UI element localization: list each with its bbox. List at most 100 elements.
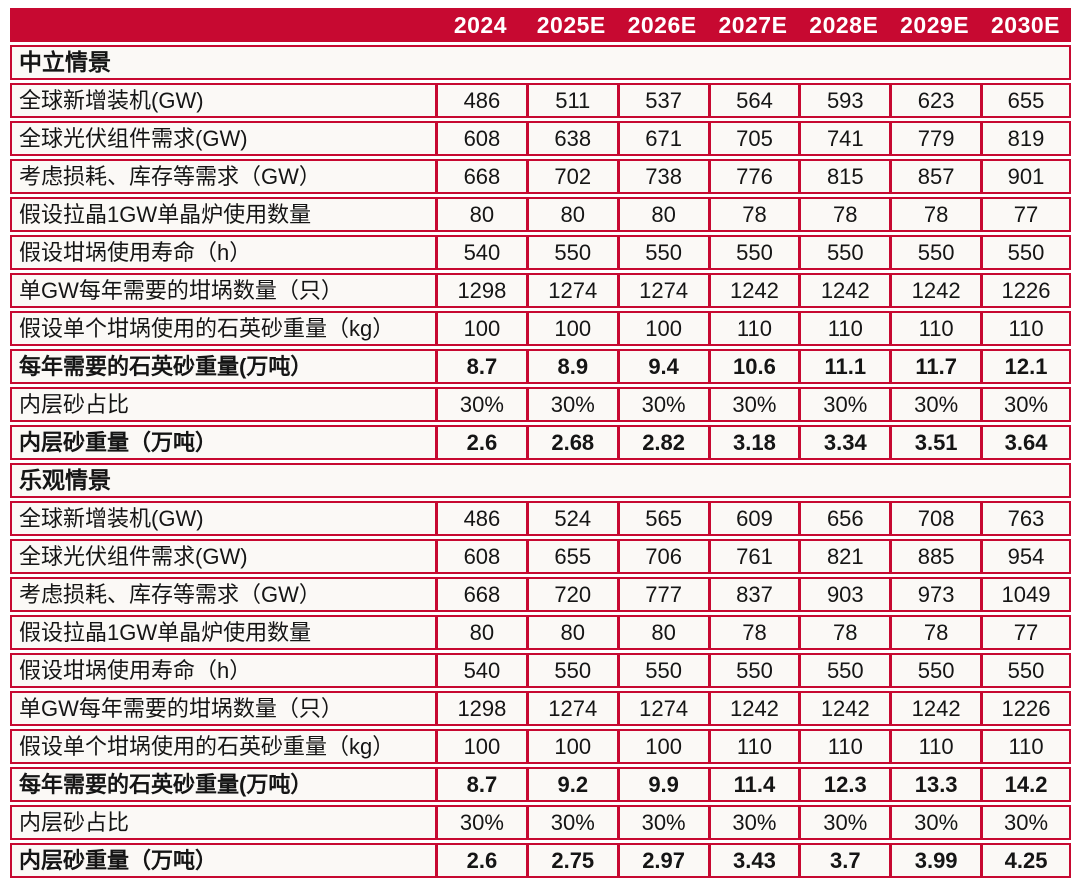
value-cell: 12.1 bbox=[980, 349, 1071, 384]
year-column-header: 2024 bbox=[435, 8, 526, 42]
value-cell: 30% bbox=[525, 805, 617, 840]
value-cell: 550 bbox=[707, 235, 799, 270]
value-cell: 2.82 bbox=[616, 425, 708, 460]
value-cell: 12.3 bbox=[798, 767, 890, 802]
table-body: 中立情景 全球新增装机(GW) 486 511 537 564 593 623 655 全球光伏组… bbox=[10, 45, 1071, 878]
table-row: 全球新增装机(GW) 486 511 537 564 593 623 655 bbox=[10, 83, 1071, 118]
value-cell: 78 bbox=[707, 197, 799, 232]
value-cell: 702 bbox=[525, 159, 617, 194]
value-cell: 3.64 bbox=[980, 425, 1071, 460]
row-label-cell: 全球光伏组件需求(GW) bbox=[10, 539, 435, 574]
value-cell: 819 bbox=[980, 121, 1071, 156]
value-cell: 837 bbox=[707, 577, 799, 612]
value-cell: 8.7 bbox=[435, 349, 526, 384]
value-cell: 486 bbox=[435, 83, 526, 118]
table-row: 每年需要的石英砂重量(万吨） 8.7 9.2 9.9 11.4 12.3 13.3 14.2 bbox=[10, 767, 1071, 802]
value-cell: 1242 bbox=[798, 273, 890, 308]
row-label-cell: 考虑损耗、库存等需求（GW） bbox=[10, 577, 435, 612]
value-cell: 608 bbox=[435, 121, 526, 156]
table-row: 内层砂占比 30% 30% 30% 30% 30% 30% 30% bbox=[10, 387, 1071, 422]
value-cell: 550 bbox=[980, 653, 1071, 688]
value-cell: 668 bbox=[435, 159, 526, 194]
quartz-sand-demand-table: 2024 2025E 2026E 2027E 2028E 2029E 2030E 中立情景全… bbox=[10, 5, 1071, 881]
row-label-cell: 假设单个坩埚使用的石英砂重量（kg） bbox=[10, 311, 435, 346]
value-cell: 2.6 bbox=[435, 425, 526, 460]
value-cell: 550 bbox=[980, 235, 1071, 270]
table-row: 假设坩埚使用寿命（h） 540 550 550 550 550 550 550 bbox=[10, 235, 1071, 270]
value-cell: 885 bbox=[889, 539, 981, 574]
value-cell: 100 bbox=[435, 311, 526, 346]
value-cell: 8.9 bbox=[525, 349, 617, 384]
value-cell: 78 bbox=[798, 197, 890, 232]
value-cell: 738 bbox=[616, 159, 708, 194]
value-cell: 110 bbox=[798, 311, 890, 346]
header-corner-cell bbox=[10, 8, 435, 42]
value-cell: 3.43 bbox=[707, 843, 799, 878]
value-cell: 708 bbox=[889, 501, 981, 536]
value-cell: 8.7 bbox=[435, 767, 526, 802]
value-cell: 1242 bbox=[707, 691, 799, 726]
value-cell: 100 bbox=[525, 311, 617, 346]
value-cell: 2.6 bbox=[435, 843, 526, 878]
value-cell: 1226 bbox=[980, 691, 1071, 726]
value-cell: 741 bbox=[798, 121, 890, 156]
value-cell: 100 bbox=[616, 729, 708, 764]
value-cell: 30% bbox=[525, 387, 617, 422]
value-cell: 30% bbox=[616, 805, 708, 840]
table-row: 全球光伏组件需求(GW) 608 638 671 705 741 779 819 bbox=[10, 121, 1071, 156]
table-row: 全球光伏组件需求(GW) 608 655 706 761 821 885 954 bbox=[10, 539, 1071, 574]
value-cell: 1298 bbox=[435, 691, 526, 726]
value-cell: 80 bbox=[525, 615, 617, 650]
value-cell: 78 bbox=[889, 197, 981, 232]
value-cell: 593 bbox=[798, 83, 890, 118]
value-cell: 10.6 bbox=[707, 349, 799, 384]
value-cell: 565 bbox=[616, 501, 708, 536]
value-cell: 3.18 bbox=[707, 425, 799, 460]
value-cell: 30% bbox=[435, 387, 526, 422]
section-title: 中立情景 bbox=[10, 45, 1071, 80]
value-cell: 13.3 bbox=[889, 767, 981, 802]
value-cell: 550 bbox=[798, 235, 890, 270]
table-row: 考虑损耗、库存等需求（GW） 668 720 777 837 903 973 1049 bbox=[10, 577, 1071, 612]
year-column-header: 2029E bbox=[889, 8, 981, 42]
row-label-cell: 全球新增装机(GW) bbox=[10, 501, 435, 536]
value-cell: 11.1 bbox=[798, 349, 890, 384]
value-cell: 511 bbox=[525, 83, 617, 118]
value-cell: 1298 bbox=[435, 273, 526, 308]
value-cell: 3.99 bbox=[889, 843, 981, 878]
value-cell: 540 bbox=[435, 235, 526, 270]
value-cell: 3.34 bbox=[798, 425, 890, 460]
value-cell: 656 bbox=[798, 501, 890, 536]
value-cell: 776 bbox=[707, 159, 799, 194]
value-cell: 1242 bbox=[707, 273, 799, 308]
value-cell: 80 bbox=[616, 197, 708, 232]
value-cell: 1242 bbox=[889, 273, 981, 308]
value-cell: 110 bbox=[798, 729, 890, 764]
value-cell: 78 bbox=[889, 615, 981, 650]
value-cell: 705 bbox=[707, 121, 799, 156]
year-column-header: 2028E bbox=[798, 8, 890, 42]
year-column-header: 2027E bbox=[707, 8, 799, 42]
row-label-cell: 单GW每年需要的坩埚数量（只） bbox=[10, 273, 435, 308]
value-cell: 763 bbox=[980, 501, 1071, 536]
value-cell: 973 bbox=[889, 577, 981, 612]
row-label-cell: 内层砂重量（万吨） bbox=[10, 425, 435, 460]
table-row: 每年需要的石英砂重量(万吨） 8.7 8.9 9.4 10.6 11.1 11.7 12.1 bbox=[10, 349, 1071, 384]
value-cell: 638 bbox=[525, 121, 617, 156]
value-cell: 30% bbox=[889, 805, 981, 840]
value-cell: 110 bbox=[889, 311, 981, 346]
value-cell: 9.9 bbox=[616, 767, 708, 802]
value-cell: 608 bbox=[435, 539, 526, 574]
value-cell: 77 bbox=[980, 197, 1071, 232]
value-cell: 1049 bbox=[980, 577, 1071, 612]
value-cell: 30% bbox=[707, 805, 799, 840]
value-cell: 857 bbox=[889, 159, 981, 194]
value-cell: 14.2 bbox=[980, 767, 1071, 802]
value-cell: 550 bbox=[889, 653, 981, 688]
value-cell: 30% bbox=[889, 387, 981, 422]
value-cell: 2.97 bbox=[616, 843, 708, 878]
value-cell: 100 bbox=[435, 729, 526, 764]
section-title-row: 乐观情景 bbox=[10, 463, 1071, 498]
value-cell: 11.7 bbox=[889, 349, 981, 384]
